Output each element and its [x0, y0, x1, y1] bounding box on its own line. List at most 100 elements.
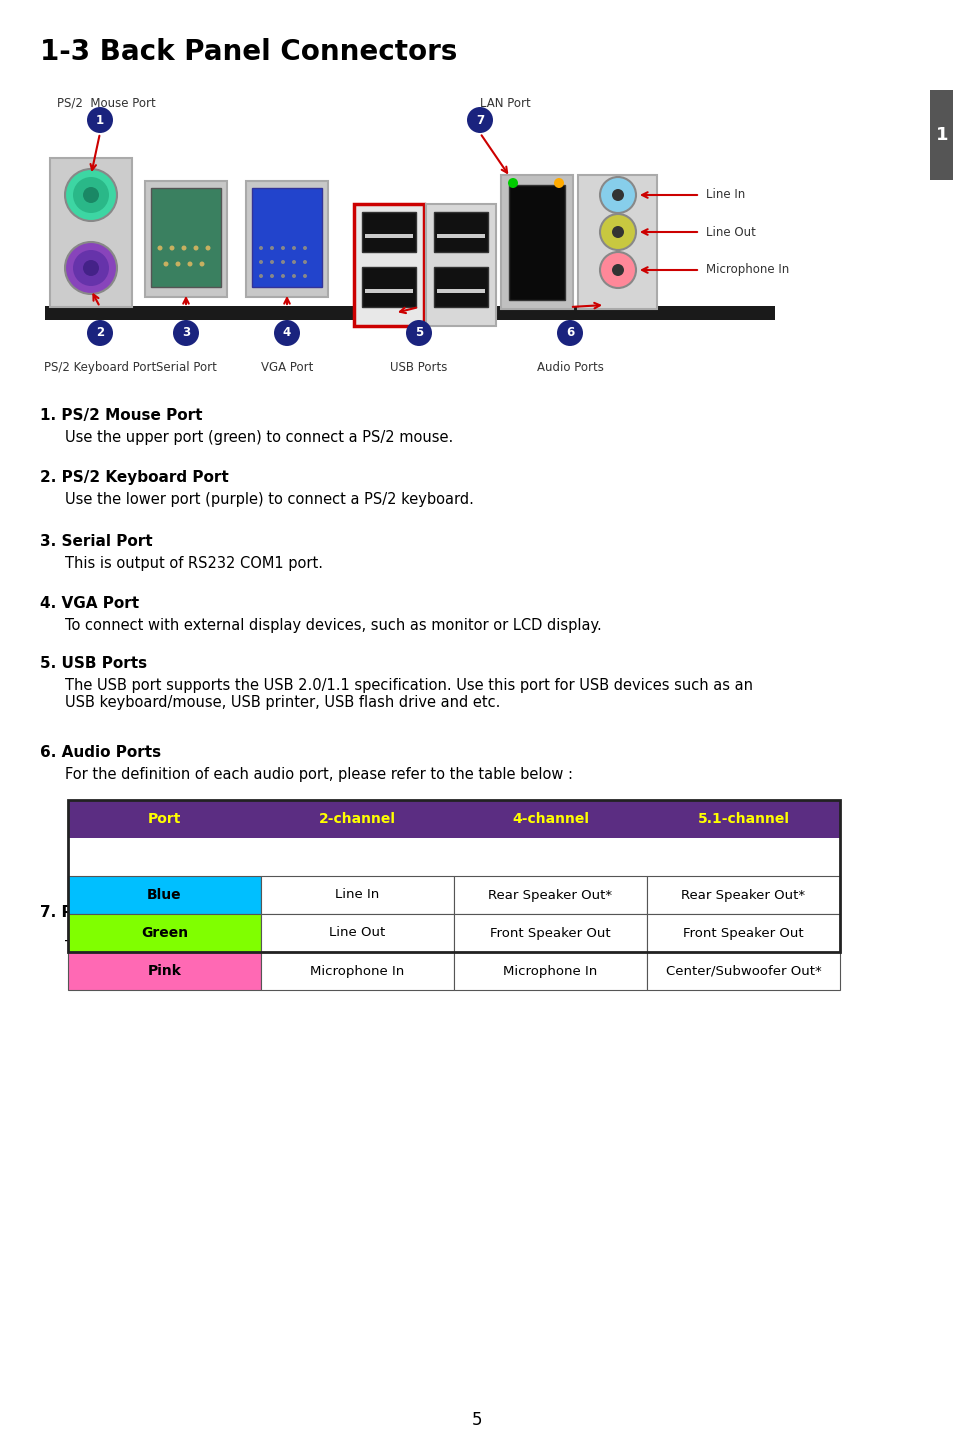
- Circle shape: [599, 213, 636, 250]
- Circle shape: [281, 260, 285, 264]
- Text: PS/2 Keyboard Port: PS/2 Keyboard Port: [44, 362, 156, 375]
- Text: 5: 5: [415, 327, 423, 340]
- Text: Microphone In: Microphone In: [705, 263, 788, 276]
- FancyBboxPatch shape: [434, 212, 488, 253]
- Circle shape: [172, 319, 199, 346]
- Circle shape: [270, 260, 274, 264]
- FancyBboxPatch shape: [426, 203, 496, 327]
- Circle shape: [467, 107, 493, 134]
- Text: 6: 6: [565, 327, 574, 340]
- Circle shape: [557, 319, 582, 346]
- Circle shape: [188, 261, 193, 267]
- Text: Pink: Pink: [148, 964, 181, 979]
- Text: 2-channel: 2-channel: [318, 812, 395, 826]
- FancyBboxPatch shape: [454, 953, 646, 990]
- FancyBboxPatch shape: [261, 876, 454, 913]
- Circle shape: [83, 260, 99, 276]
- Circle shape: [554, 179, 563, 187]
- Circle shape: [599, 177, 636, 213]
- Circle shape: [507, 179, 517, 187]
- Text: 3: 3: [182, 327, 190, 340]
- Circle shape: [303, 260, 307, 264]
- FancyBboxPatch shape: [68, 953, 261, 990]
- Text: To connect with external display devices, such as monitor or LCD display.: To connect with external display devices…: [65, 619, 601, 633]
- FancyBboxPatch shape: [68, 800, 840, 838]
- FancyBboxPatch shape: [500, 176, 573, 309]
- FancyBboxPatch shape: [354, 203, 423, 327]
- FancyBboxPatch shape: [434, 267, 488, 306]
- FancyBboxPatch shape: [261, 913, 454, 953]
- Text: 1: 1: [935, 126, 947, 144]
- Text: LAN Port: LAN Port: [479, 97, 530, 110]
- FancyBboxPatch shape: [261, 953, 454, 990]
- Text: Rear Speaker Out*: Rear Speaker Out*: [488, 889, 612, 902]
- Text: Line Out: Line Out: [705, 225, 755, 238]
- Text: The Ethernet LAN port provides Internet connection at up to 10/100/1000Mb/s data: The Ethernet LAN port provides Internet …: [65, 939, 715, 955]
- Circle shape: [170, 245, 174, 251]
- Circle shape: [270, 245, 274, 250]
- Text: PS/2  Mouse Port: PS/2 Mouse Port: [57, 97, 155, 110]
- Text: 7: 7: [476, 113, 483, 126]
- Circle shape: [163, 261, 169, 267]
- Text: 2. PS/2 Keyboard Port: 2. PS/2 Keyboard Port: [40, 470, 229, 485]
- Text: Use the upper port (green) to connect a PS/2 mouse.: Use the upper port (green) to connect a …: [65, 430, 453, 444]
- Text: For the definition of each audio port, please refer to the table below :: For the definition of each audio port, p…: [65, 767, 573, 783]
- Text: Green: Green: [141, 926, 188, 939]
- Text: 4: 4: [283, 327, 291, 340]
- FancyBboxPatch shape: [361, 212, 416, 253]
- Circle shape: [612, 264, 623, 276]
- Text: Line Out: Line Out: [329, 926, 385, 939]
- Circle shape: [87, 107, 112, 134]
- FancyBboxPatch shape: [436, 289, 484, 293]
- FancyBboxPatch shape: [45, 306, 774, 319]
- FancyBboxPatch shape: [246, 182, 328, 298]
- Circle shape: [205, 245, 211, 251]
- FancyBboxPatch shape: [252, 187, 322, 287]
- Text: USB Ports: USB Ports: [390, 362, 447, 375]
- Circle shape: [73, 177, 109, 213]
- Circle shape: [87, 319, 112, 346]
- FancyBboxPatch shape: [436, 234, 484, 238]
- Circle shape: [258, 260, 263, 264]
- Circle shape: [292, 274, 295, 277]
- Circle shape: [599, 253, 636, 287]
- Circle shape: [65, 242, 117, 293]
- FancyBboxPatch shape: [68, 876, 261, 913]
- Text: 4-channel: 4-channel: [512, 812, 588, 826]
- Circle shape: [181, 245, 186, 251]
- FancyBboxPatch shape: [929, 90, 953, 180]
- Circle shape: [281, 274, 285, 277]
- Circle shape: [270, 274, 274, 277]
- Circle shape: [157, 245, 162, 251]
- Text: 7. RJ-45 LAN Port: 7. RJ-45 LAN Port: [40, 905, 188, 921]
- Circle shape: [406, 319, 432, 346]
- FancyBboxPatch shape: [578, 176, 657, 309]
- Text: Line In: Line In: [705, 189, 744, 202]
- Circle shape: [83, 187, 99, 203]
- Text: Port: Port: [148, 812, 181, 826]
- Text: Center/Subwoofer Out*: Center/Subwoofer Out*: [665, 964, 821, 977]
- Text: The USB port supports the USB 2.0/1.1 specification. Use this port for USB devic: The USB port supports the USB 2.0/1.1 sp…: [65, 678, 752, 710]
- Text: 5.1-channel: 5.1-channel: [697, 812, 789, 826]
- Text: 1-3 Back Panel Connectors: 1-3 Back Panel Connectors: [40, 38, 456, 65]
- Circle shape: [274, 319, 299, 346]
- Circle shape: [292, 245, 295, 250]
- Text: 2: 2: [96, 327, 104, 340]
- Text: Front Speaker Out: Front Speaker Out: [682, 926, 803, 939]
- Circle shape: [73, 250, 109, 286]
- Circle shape: [258, 245, 263, 250]
- Circle shape: [303, 245, 307, 250]
- FancyBboxPatch shape: [151, 187, 221, 287]
- Circle shape: [175, 261, 180, 267]
- Text: Microphone In: Microphone In: [503, 964, 597, 977]
- FancyBboxPatch shape: [145, 182, 227, 298]
- Circle shape: [612, 189, 623, 200]
- Text: 1. PS/2 Mouse Port: 1. PS/2 Mouse Port: [40, 408, 202, 423]
- FancyBboxPatch shape: [50, 158, 132, 306]
- Text: Use the lower port (purple) to connect a PS/2 keyboard.: Use the lower port (purple) to connect a…: [65, 492, 474, 507]
- Text: 5: 5: [471, 1411, 482, 1429]
- FancyBboxPatch shape: [361, 267, 416, 306]
- Circle shape: [612, 227, 623, 238]
- Text: Line In: Line In: [335, 889, 379, 902]
- Circle shape: [292, 260, 295, 264]
